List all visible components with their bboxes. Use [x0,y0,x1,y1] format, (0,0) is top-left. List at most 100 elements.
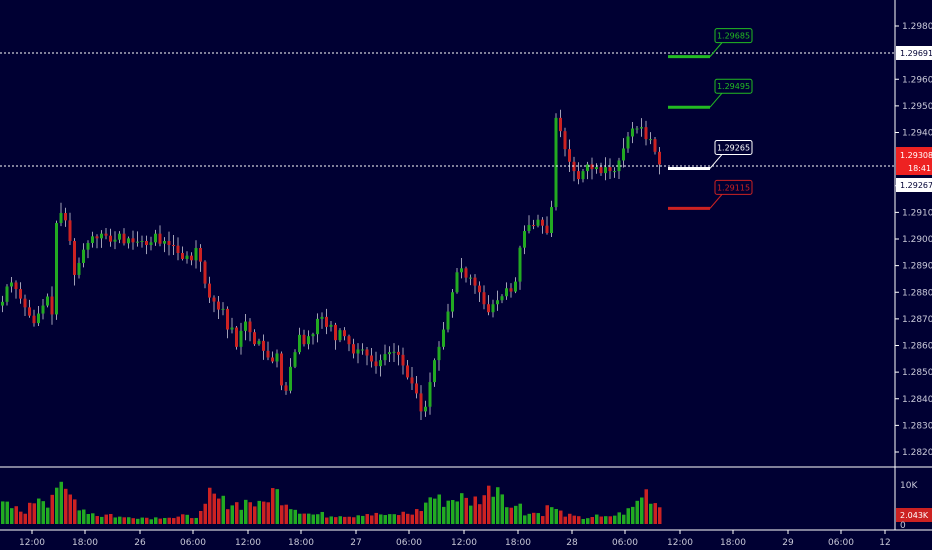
volume-bar [122,517,126,524]
level-connector [709,194,723,209]
candle-body [253,332,256,345]
upper-line-price-text: 1.29691 [900,49,932,58]
level-label-box [714,139,753,155]
volume-bar [613,515,617,524]
volume-bar [410,514,414,524]
time-tick-label: 26 [134,538,146,548]
time-tick-label: 18:00 [720,538,746,548]
volume-bar [487,485,491,524]
candle-body [325,316,328,327]
candle-body [64,213,67,221]
volume-bar [163,517,167,524]
price-tick-label: 1.29500 [902,102,932,112]
candle-body [563,131,567,150]
volume-bar [550,507,554,524]
volume-bar [41,501,45,524]
candle-body [127,238,130,244]
candle-body [149,242,153,245]
volume-bar [311,514,315,524]
candle-body [550,207,553,234]
volume-bar [446,500,450,524]
price-tick-label: 1.28600 [902,342,932,352]
volume-bar [217,498,221,524]
candle-body [442,329,445,347]
volume-bar [329,516,333,524]
candle-body [14,282,18,290]
volume-bar [577,516,581,524]
volume-bar [239,509,243,524]
volume-bar [284,504,288,524]
volume-bar [10,508,14,524]
volume-bar [172,518,176,524]
candle-body [541,219,544,226]
candle-body [239,330,243,347]
candle-body [226,308,229,330]
candle-body [266,350,270,358]
volume-bar [248,502,252,524]
candle-body [46,296,49,306]
volume-bar [104,514,108,524]
time-tick-label: 12:00 [667,538,693,548]
candle-body [365,349,369,356]
volume-bar [424,502,428,524]
time-tick-label: 18:00 [72,538,98,548]
candle-body [248,321,252,333]
volume-bar [86,513,90,524]
volume-bar [230,505,234,524]
candle-body [653,139,657,152]
candle-body [334,324,337,341]
volume-bar [500,494,504,524]
candle-body [487,304,490,313]
volume-bar [365,514,369,524]
volume-bar [433,498,437,524]
volume-bar [352,517,356,524]
candle-body [86,242,90,250]
candle-body [455,272,459,293]
volume-bar [235,502,239,524]
volume-bar [100,516,104,524]
volume-bar [442,506,446,524]
volume-bar [131,518,135,524]
volume-bar [109,514,113,524]
candle-body [590,164,594,170]
price-axis: 1.298001.296001.295001.294001.292001.291… [895,22,932,458]
volume-bar [644,489,648,524]
price-tick-label: 1.28800 [902,288,932,298]
candle-body [433,360,436,383]
candle-body [136,241,139,243]
candle-body [190,255,193,261]
candle-body [568,149,571,162]
volume-bar [491,496,495,524]
level-connector [709,154,723,169]
candle-body [302,334,306,345]
candle-body [95,236,99,239]
volume-bar [347,516,351,524]
volume-bar [325,517,329,524]
volume-bar [167,517,171,524]
time-tick-label: 18:00 [288,538,314,548]
candle-body [235,327,238,347]
volume-bar [595,514,599,524]
price-tick-label: 1.29000 [902,235,932,245]
candle-body [181,252,184,259]
volume-bar [527,513,531,524]
candle-body [505,288,508,297]
candle-body [392,351,396,353]
volume-bar [95,516,99,524]
volume-bar [590,517,594,524]
volume-bar [118,516,122,524]
level-label-text: 1.29685 [717,32,750,41]
volume-bar [212,493,216,524]
last-price-tag: 1.29308 18:41 [896,147,932,175]
volume-bar [181,514,185,524]
time-axis: 12:00 18:00 26 06:00 12:00 18:00 27 06:00 12:00 1… [19,530,891,548]
candle-body [419,393,423,412]
volume-bar [194,517,198,524]
volume-bar [275,489,279,524]
candle-body [221,308,225,310]
volume-tick-10k: 10K [900,481,918,491]
volume-bar [496,487,500,524]
candle-body [581,171,585,180]
volume-bar [37,498,41,524]
